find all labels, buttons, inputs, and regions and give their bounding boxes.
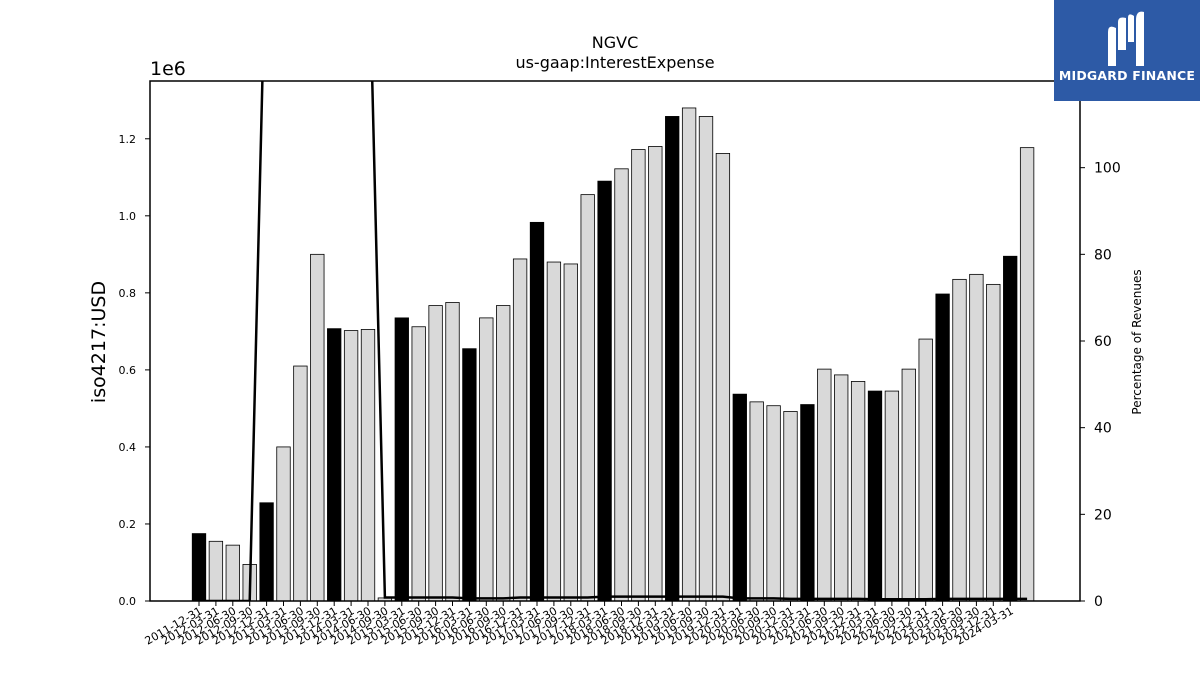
bar-2016-12-31 — [529, 221, 545, 602]
bar-2018-09-30 — [648, 146, 663, 602]
y-tick-label: 0.2 — [119, 518, 137, 531]
bar-2021-03-31 — [817, 368, 832, 602]
y2-ticks-group: 0 20 40 60 80 100 — [1080, 161, 1121, 610]
bar-2021-09-30 — [850, 381, 866, 602]
bar-2018-12-31 — [665, 116, 680, 602]
bar-2024-03-31 — [1019, 147, 1035, 602]
y-tick-label: 0.4 — [119, 441, 137, 454]
y2-tick-label: 40 — [1094, 421, 1112, 437]
plot-frame — [149, 80, 1081, 602]
bar-2012-12-31 — [259, 502, 274, 602]
y-ticks-group: 0.0 0.2 0.4 0.6 0.8 1.0 1.2 — [119, 133, 150, 608]
bar-2015-03-31 — [411, 326, 426, 602]
bar-2017-03-31 — [546, 261, 562, 602]
bar-2014-06-30 — [360, 329, 376, 602]
y2-tick-label: 20 — [1094, 507, 1112, 523]
bar-2011-12-31 — [191, 533, 207, 602]
logo-text: MIDGARD FINANCE — [1058, 68, 1196, 83]
bar-2015-09-30 — [445, 302, 460, 602]
bar-2013-09-30 — [310, 253, 325, 602]
bar-2018-03-31 — [614, 168, 629, 602]
bar-2022-03-31 — [884, 390, 900, 602]
bar-2019-03-31 — [681, 107, 697, 602]
logo-mark-icon — [1108, 11, 1144, 67]
bar-2023-03-31 — [952, 278, 967, 602]
line-group — [199, 81, 1028, 601]
chart-subtitle: us-gaap:InterestExpense — [515, 53, 714, 72]
bar-2013-03-31 — [276, 446, 291, 602]
bar-2012-06-30 — [225, 544, 240, 602]
bar-2020-09-30 — [783, 411, 798, 602]
bar-2023-09-30 — [986, 283, 1001, 602]
y-offset-label: 1e6 — [150, 58, 186, 80]
bar-2015-06-30 — [428, 305, 443, 602]
y-tick-label: 1.2 — [119, 133, 137, 146]
y-tick-label: 0.0 — [119, 595, 137, 608]
brand-logo: MIDGARD FINANCE — [1054, 0, 1200, 101]
bar-2020-03-31 — [749, 401, 764, 602]
bar-2014-12-31 — [394, 317, 409, 602]
bar-2013-06-30 — [293, 365, 308, 602]
y-tick-label: 0.6 — [119, 364, 137, 377]
y2-axis-label: Percentage of Revenues — [1130, 269, 1144, 414]
y2-tick-label: 60 — [1094, 334, 1112, 350]
bar-2020-12-31 — [800, 404, 815, 602]
y2-tick-label: 100 — [1094, 161, 1121, 177]
bar-2019-06-30 — [698, 116, 714, 602]
chart-title: NGVC — [592, 33, 638, 52]
y-tick-label: 0.8 — [119, 287, 137, 300]
bar-2018-06-30 — [631, 149, 646, 602]
bar-2015-12-31 — [462, 348, 477, 602]
y-tick-label: 1.0 — [119, 210, 137, 223]
bar-2022-09-30 — [918, 338, 933, 602]
bar-2020-06-30 — [766, 405, 781, 602]
bar-2017-12-31 — [597, 180, 612, 602]
y2-tick-label: 0 — [1094, 594, 1103, 610]
bar-2019-12-31 — [732, 393, 747, 602]
x-ticks-group: 2011-12-312012-03-312012-06-302012-09-30… — [143, 601, 1016, 648]
bar-2013-12-31 — [327, 328, 342, 602]
bar-2014-03-31 — [343, 330, 359, 602]
bar-2022-12-31 — [935, 293, 950, 602]
bar-2016-03-31 — [479, 317, 494, 602]
bar-2023-06-30 — [969, 273, 984, 602]
bar-2016-06-30 — [496, 305, 511, 602]
bar-2016-09-30 — [512, 258, 528, 602]
y2-tick-label: 80 — [1094, 247, 1112, 263]
bar-2017-09-30 — [580, 194, 595, 602]
bar-2017-06-30 — [563, 263, 578, 602]
y-axis-label: iso4217:USD — [88, 281, 110, 403]
bar-2021-12-31 — [867, 390, 883, 602]
bars-group — [191, 107, 1035, 602]
bar-2023-12-31 — [1003, 255, 1018, 602]
bar-2019-09-30 — [715, 153, 731, 602]
bar-2012-03-31 — [208, 540, 224, 602]
bar-2021-06-30 — [834, 374, 849, 602]
percentage-line — [199, 81, 1028, 601]
bar-2022-06-30 — [901, 368, 916, 602]
